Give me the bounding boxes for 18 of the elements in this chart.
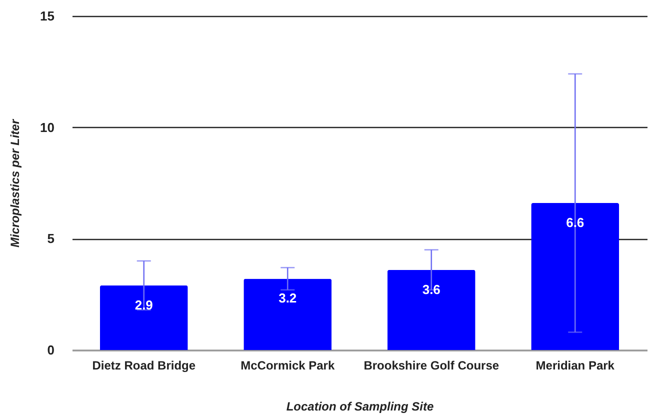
y-tick-label: 5: [47, 231, 54, 246]
x-tick-label: Meridian Park: [536, 358, 615, 372]
bar: [100, 285, 188, 350]
x-tick-label: Brookshire Golf Course: [364, 358, 500, 372]
data-label: 3.2: [278, 290, 297, 306]
x-axis-title: Location of Sampling Site: [286, 400, 434, 414]
y-axis-title: Microplastics per Liter: [8, 118, 22, 248]
data-label: 6.6: [566, 215, 584, 230]
y-tick-label: 0: [47, 342, 54, 358]
x-tick-label: Dietz Road Bridge: [92, 358, 196, 372]
x-tick-label: McCormick Park: [240, 358, 335, 372]
data-label: 2.9: [134, 297, 153, 312]
bar: [387, 270, 476, 350]
data-label: 3.6: [422, 282, 440, 297]
y-tick-label: 10: [40, 120, 54, 135]
y-tick-label: 15: [40, 8, 54, 24]
bar: [244, 278, 332, 350]
bar: [531, 203, 620, 350]
